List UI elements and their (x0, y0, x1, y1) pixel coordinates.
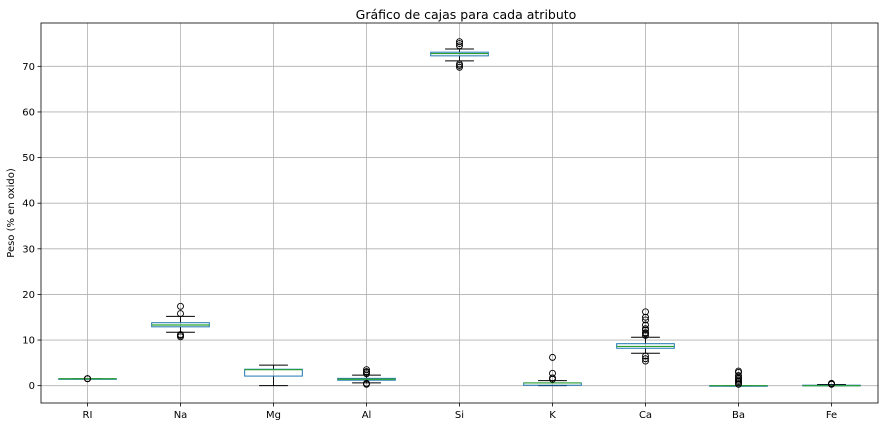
outlier-point (456, 38, 463, 46)
outlier-point (456, 63, 463, 71)
outlier-point (177, 310, 184, 318)
outlier-point (642, 325, 649, 333)
y-tick-label: 70 (22, 62, 35, 73)
outlier-point (642, 352, 649, 360)
x-tick-label: Ca (639, 410, 652, 421)
outlier-point (642, 321, 649, 329)
outlier-point (363, 379, 370, 387)
box-ri (58, 375, 117, 383)
box-ba (709, 367, 768, 388)
outlier-point (642, 316, 649, 324)
chart-title: Gráfico de cajas para cada atributo (356, 7, 577, 22)
outlier-point (642, 313, 649, 321)
outlier-point (642, 308, 649, 316)
axis-layer: 0 10 20 30 40 50 60 70 RI Na Mg Al Si K Ca Ba Fe (22, 62, 837, 421)
outlier-point (549, 374, 556, 382)
box-ca (616, 308, 675, 365)
outlier-point (456, 42, 463, 50)
x-tick-label: Fe (826, 410, 837, 421)
outlier-point (549, 353, 556, 361)
y-tick-label: 40 (22, 199, 35, 210)
outlier-point (642, 332, 649, 339)
outlier-point (363, 368, 370, 375)
x-tick-label: RI (83, 410, 93, 421)
outlier-point (642, 355, 649, 363)
outlier-point (363, 366, 370, 374)
box-na (151, 302, 210, 341)
y-tick-label: 20 (22, 290, 35, 301)
outlier-point (642, 357, 649, 365)
y-axis-label: Peso (% en oxido) (6, 168, 17, 258)
x-tick-label: Ba (732, 410, 745, 421)
box-k (523, 353, 582, 387)
y-tick-label: 0 (29, 381, 35, 392)
grid-layer (41, 23, 878, 403)
outlier-point (177, 302, 184, 310)
y-tick-label: 10 (22, 336, 35, 347)
x-tick-label: Na (174, 410, 188, 421)
outlier-point (735, 372, 742, 380)
box-al (337, 366, 396, 388)
outlier-point (456, 40, 463, 47)
outlier-point (84, 375, 91, 383)
plot-layer (58, 38, 861, 388)
x-tick-label: Si (455, 410, 464, 421)
outlier-point (177, 331, 184, 339)
outlier-point (828, 379, 835, 387)
box-si (430, 38, 489, 71)
y-tick-label: 50 (22, 153, 35, 164)
y-tick-label: 30 (22, 244, 35, 255)
x-tick-label: K (549, 410, 556, 421)
y-tick-label: 60 (22, 107, 35, 118)
box-mg (244, 364, 303, 387)
x-tick-label: Al (362, 410, 372, 421)
outlier-point (642, 329, 649, 337)
outlier-point (549, 369, 556, 377)
x-tick-label: Mg (266, 410, 281, 421)
outlier-point (456, 60, 463, 68)
outlier-point (735, 367, 742, 375)
box-fe (802, 379, 861, 388)
